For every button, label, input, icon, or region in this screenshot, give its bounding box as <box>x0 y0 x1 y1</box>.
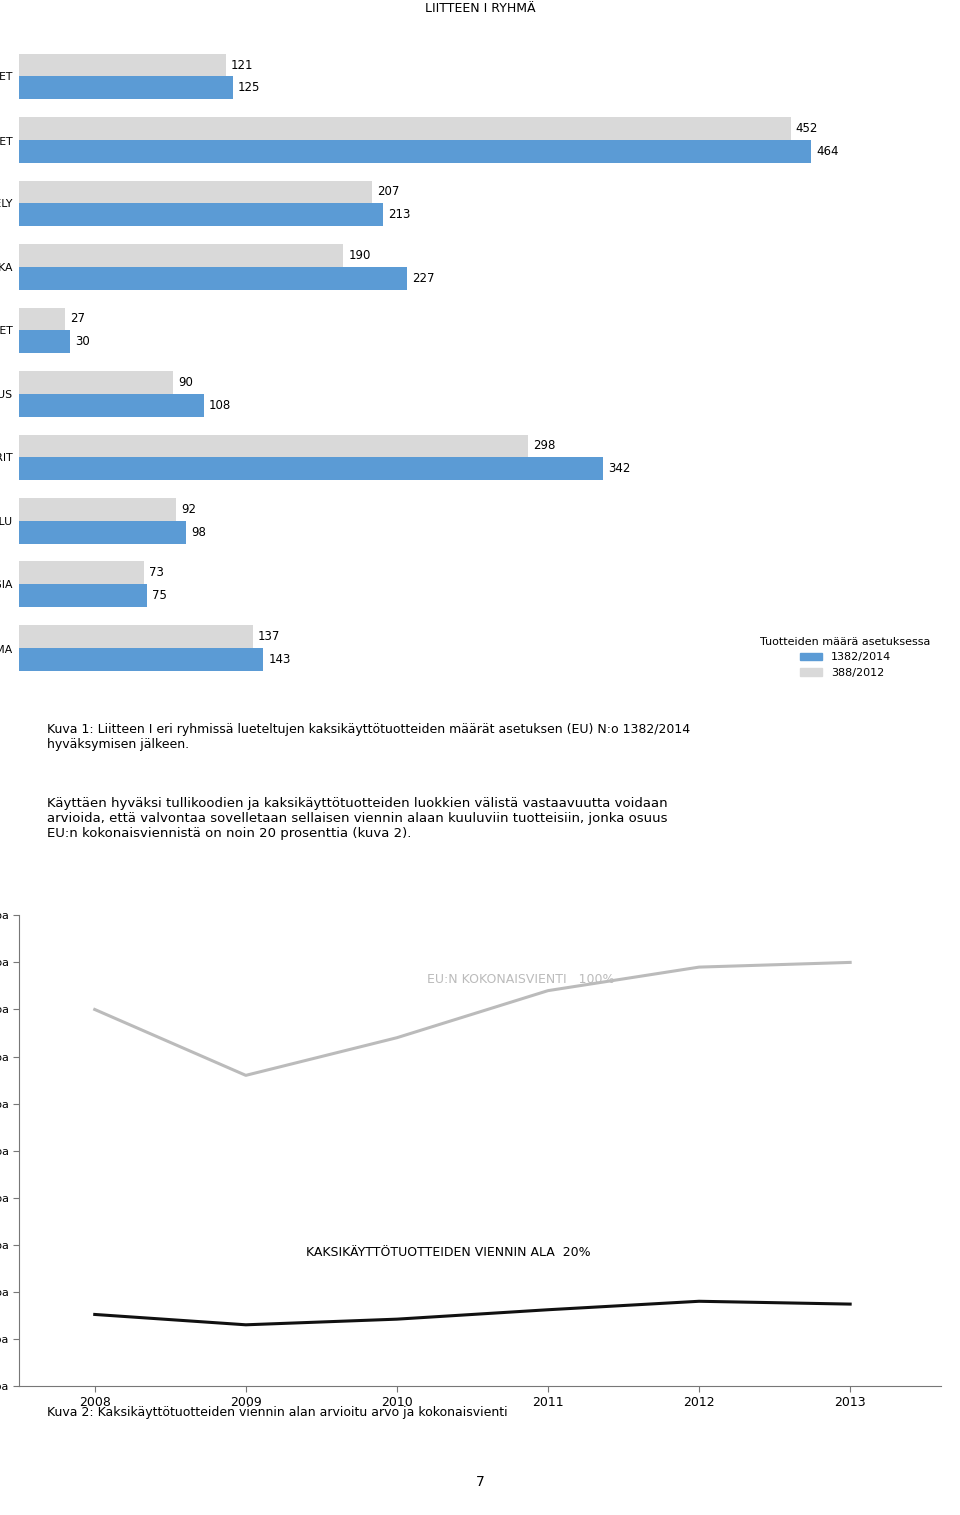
Bar <box>19 435 528 458</box>
Bar <box>19 139 811 162</box>
Bar <box>19 203 383 226</box>
Bar <box>19 626 253 648</box>
Bar <box>19 394 204 417</box>
Legend: 1382/2014, 388/2012: 1382/2014, 388/2012 <box>756 632 935 682</box>
Title: LIITTEEN I RYHMÄ: LIITTEEN I RYHMÄ <box>424 2 536 15</box>
Text: 125: 125 <box>238 82 260 94</box>
Text: 190: 190 <box>348 248 371 262</box>
Bar <box>19 371 173 394</box>
Text: 27: 27 <box>70 312 85 326</box>
Text: 227: 227 <box>412 271 434 285</box>
Text: Kuva 2: Kaksikäyttötuotteiden viennin alan arvioitu arvo ja kokonaisvienti: Kuva 2: Kaksikäyttötuotteiden viennin al… <box>47 1406 508 1420</box>
Text: 90: 90 <box>178 376 193 389</box>
Text: 75: 75 <box>153 589 167 603</box>
Text: 73: 73 <box>149 567 164 579</box>
Text: 298: 298 <box>533 439 555 453</box>
Text: 342: 342 <box>608 462 631 476</box>
Bar <box>19 180 372 203</box>
Text: 92: 92 <box>181 503 197 517</box>
Text: 98: 98 <box>192 526 206 539</box>
Text: 213: 213 <box>388 209 410 221</box>
Bar <box>19 585 147 608</box>
Bar <box>19 562 144 585</box>
Text: 7: 7 <box>475 1474 485 1489</box>
Bar <box>19 117 791 139</box>
Bar <box>19 521 186 544</box>
Bar <box>19 308 65 330</box>
Text: 143: 143 <box>269 653 291 665</box>
Text: KAKSIKÄYTTÖTUOTTEIDEN VIENNIN ALA  20%: KAKSIKÄYTTÖTUOTTEIDEN VIENNIN ALA 20% <box>306 1247 591 1259</box>
Text: Käyttäen hyväksi tullikoodien ja kaksikäyttötuotteiden luokkien välistä vastaavu: Käyttäen hyväksi tullikoodien ja kaksikä… <box>47 797 667 841</box>
Text: 108: 108 <box>208 398 231 412</box>
Bar <box>19 76 232 100</box>
Text: Kuva 1: Liitteen I eri ryhmissä lueteltujen kaksikäyttötuotteiden määrät asetuks: Kuva 1: Liitteen I eri ryhmissä lueteltu… <box>47 723 690 751</box>
Bar <box>19 458 603 480</box>
Text: 207: 207 <box>377 185 400 198</box>
Text: 121: 121 <box>230 59 253 71</box>
Text: 30: 30 <box>76 335 90 348</box>
Text: EU:N KOKONAISVIENTI   100%: EU:N KOKONAISVIENTI 100% <box>427 973 614 986</box>
Bar <box>19 53 226 76</box>
Text: 452: 452 <box>796 123 818 135</box>
Text: 464: 464 <box>816 145 839 158</box>
Bar <box>19 244 344 267</box>
Bar <box>19 498 177 521</box>
Text: 137: 137 <box>258 630 280 642</box>
Bar <box>19 330 70 353</box>
Bar <box>19 648 263 671</box>
Bar <box>19 267 407 289</box>
